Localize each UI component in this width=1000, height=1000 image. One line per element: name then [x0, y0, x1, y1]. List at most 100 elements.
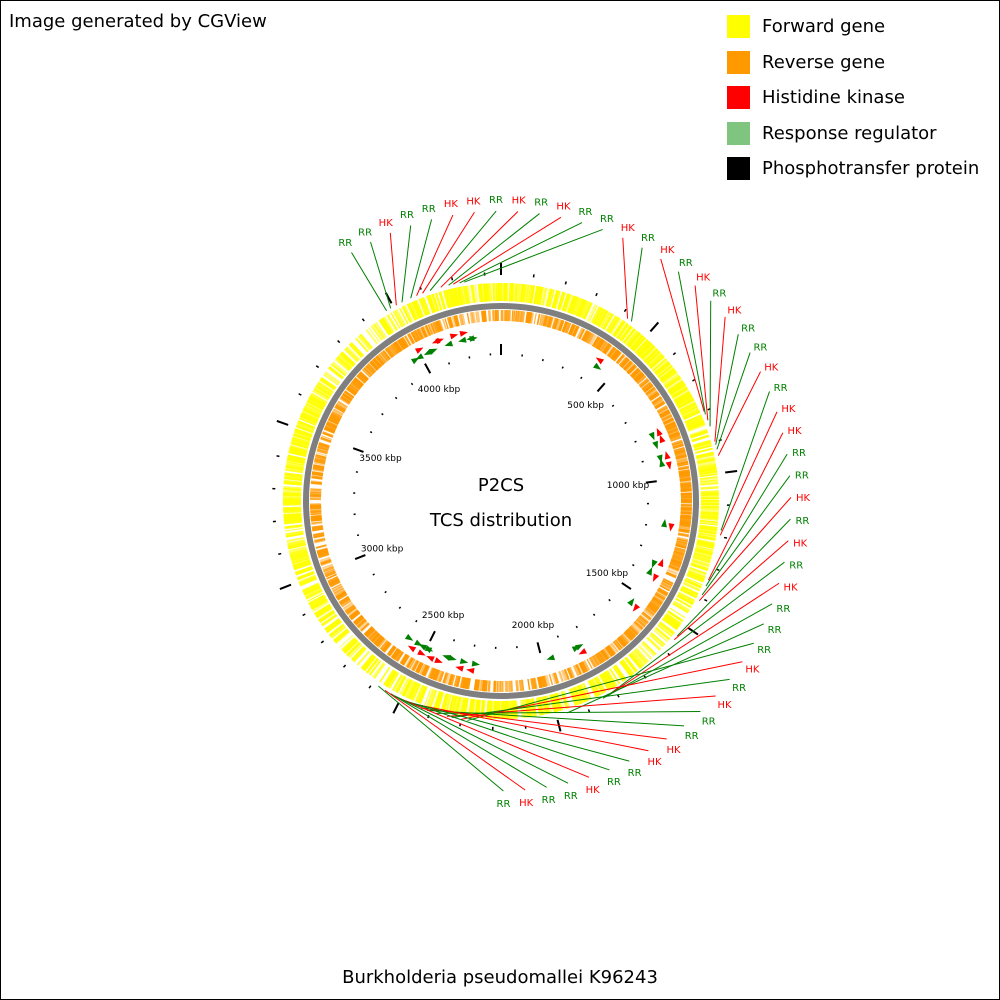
reverse-gene — [639, 615, 649, 624]
forward-gene — [284, 473, 303, 479]
forward-gene — [394, 675, 405, 692]
forward-gene — [284, 476, 303, 482]
forward-gene — [301, 411, 319, 421]
reverse-gene — [572, 325, 579, 337]
forward-gene — [591, 678, 602, 696]
forward-gene — [700, 511, 719, 515]
forward-gene — [552, 290, 560, 309]
forward-gene — [289, 550, 308, 558]
forward-gene — [444, 289, 453, 308]
forward-gene — [334, 359, 350, 372]
reverse-gene — [349, 383, 359, 392]
forward-gene — [525, 284, 531, 303]
forward-gene — [644, 349, 659, 363]
legend-item-histidine-kinase: Histidine kinase — [727, 80, 979, 116]
callout-line — [464, 228, 603, 283]
forward-gene — [530, 698, 536, 717]
feature-label: HK — [764, 362, 779, 373]
reverse-gene — [331, 410, 343, 418]
reverse-gene — [540, 676, 546, 688]
reverse-gene — [324, 426, 336, 433]
forward-gene — [510, 283, 513, 302]
forward-gene — [306, 401, 324, 411]
forward-gene — [304, 588, 322, 598]
forward-gene — [698, 528, 717, 535]
reverse-gene — [646, 605, 657, 613]
reverse-gene — [340, 395, 352, 404]
reverse-gene — [314, 457, 326, 462]
reverse-gene — [344, 604, 355, 612]
forward-gene — [678, 591, 696, 602]
reverse-gene — [358, 620, 368, 630]
reverse-gene — [428, 323, 434, 335]
scale-tick — [398, 606, 402, 609]
reverse-gene — [661, 414, 673, 422]
callout-line — [709, 300, 712, 427]
forward-gene — [589, 678, 601, 697]
rr-arrow — [651, 559, 658, 568]
reverse-gene — [626, 627, 637, 638]
forward-gene — [657, 624, 673, 637]
forward-gene — [333, 629, 350, 643]
forward-gene — [624, 657, 637, 673]
reverse-gene — [629, 367, 640, 378]
reverse-gene — [586, 333, 595, 344]
reverse-gene — [393, 341, 402, 353]
forward-gene — [693, 555, 711, 562]
forward-gene — [287, 539, 306, 547]
hk-arrow — [632, 603, 641, 612]
forward-gene — [533, 285, 540, 305]
reverse-gene — [392, 343, 400, 354]
reverse-gene — [536, 313, 541, 325]
reverse-gene — [320, 558, 331, 564]
forward-gene — [563, 294, 573, 313]
reverse-gene — [421, 664, 427, 676]
reverse-gene — [401, 654, 409, 665]
reverse-gene — [481, 310, 486, 322]
reverse-gene — [315, 456, 327, 460]
forward-gene — [482, 283, 488, 302]
forward-gene — [386, 314, 399, 331]
feature-label: HK — [660, 245, 675, 256]
forward-gene — [283, 510, 302, 514]
forward-gene — [616, 323, 630, 340]
reverse-gene — [618, 636, 627, 646]
forward-gene — [692, 556, 711, 564]
feature-label: RR — [422, 204, 436, 215]
forward-gene — [661, 371, 678, 384]
reverse-gene — [649, 601, 660, 610]
forward-gene — [284, 527, 303, 532]
reverse-gene — [674, 548, 686, 554]
reverse-gene — [624, 362, 634, 372]
forward-gene — [699, 473, 718, 478]
hk-arrow — [449, 333, 459, 340]
forward-gene — [673, 390, 690, 402]
reverse-gene — [551, 317, 557, 329]
callout-line — [440, 211, 519, 288]
forward-gene — [586, 304, 596, 321]
forward-gene — [661, 370, 677, 383]
forward-gene — [620, 659, 634, 676]
outer-tick — [716, 568, 720, 571]
scale-ticks — [352, 344, 657, 654]
forward-gene — [580, 683, 590, 702]
reverse-gene — [442, 318, 447, 330]
forward-gene — [612, 319, 624, 336]
forward-gene — [657, 365, 673, 378]
reverse-gene — [631, 624, 641, 633]
forward-gene — [613, 320, 626, 337]
reverse-gene — [638, 377, 649, 388]
reverse-gene — [356, 374, 367, 384]
reverse-gene — [369, 361, 379, 371]
reverse-gene — [455, 315, 460, 327]
forward-gene — [283, 482, 302, 486]
reverse-gene — [604, 647, 613, 658]
forward-gene — [478, 284, 482, 303]
forward-gene — [368, 327, 381, 343]
reverse-gene — [343, 390, 355, 399]
reverse-gene — [665, 422, 676, 429]
scale-tick — [611, 404, 615, 408]
reverse-gene — [384, 348, 394, 359]
reverse-gene — [368, 630, 379, 641]
reverse-gene — [651, 597, 663, 606]
